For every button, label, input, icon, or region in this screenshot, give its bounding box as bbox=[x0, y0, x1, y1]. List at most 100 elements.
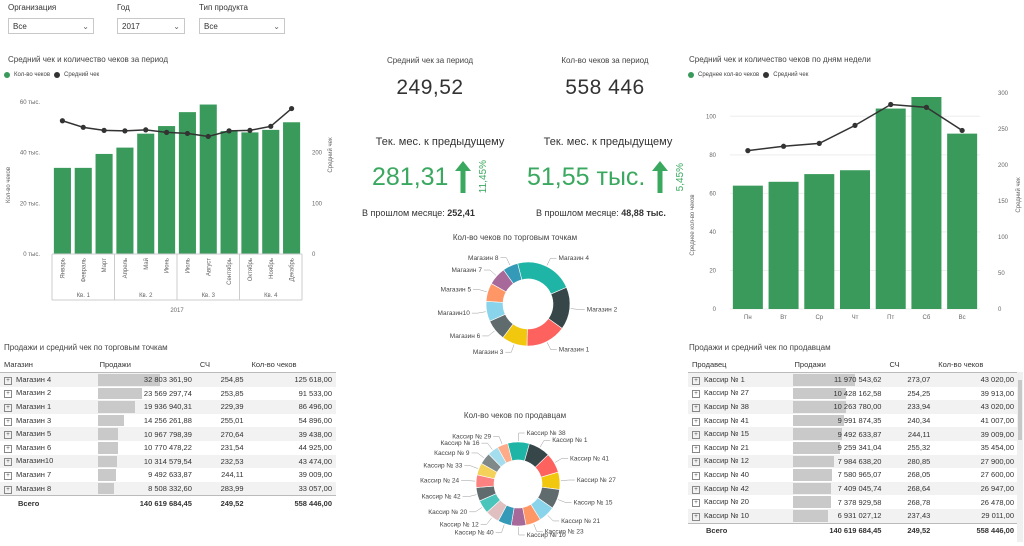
row-name-cell: + Магазин 2 bbox=[0, 387, 96, 401]
kpi-cmp2-prev-label: В прошлом месяце: bbox=[536, 208, 619, 218]
table-row[interactable]: + Кассир № 40 7 580 965,07 268,05 27 600,00 bbox=[688, 468, 1018, 482]
expand-plus-icon[interactable]: + bbox=[692, 390, 700, 399]
table-row[interactable]: + Кассир № 12 7 984 638,20 280,85 27 900,00 bbox=[688, 454, 1018, 469]
sales-value: 8 508 332,60 bbox=[148, 484, 192, 494]
table-row[interactable]: + Кассир № 21 9 259 341,04 255,32 35 454,00 bbox=[688, 441, 1018, 455]
x-tick-month: Май bbox=[143, 258, 150, 270]
slicer-organization-dropdown[interactable]: Все ⌄ bbox=[8, 18, 94, 34]
total-cell: 140 619 684,45 bbox=[790, 522, 886, 538]
expand-plus-icon[interactable]: + bbox=[4, 444, 12, 453]
table-row[interactable]: + Кассир № 20 7 378 929,58 268,78 26 478,00 bbox=[688, 495, 1018, 509]
expand-plus-icon[interactable]: + bbox=[692, 417, 700, 426]
row-name: Магазин 7 bbox=[16, 469, 52, 479]
expand-plus-icon[interactable]: + bbox=[692, 444, 700, 453]
slicer-year: Год 2017 ⌄ bbox=[117, 3, 185, 34]
expand-plus-icon[interactable]: + bbox=[692, 431, 700, 440]
table-row[interactable]: + Магазин10 10 314 579,54 232,53 43 474,00 bbox=[0, 454, 336, 469]
expand-plus-icon[interactable]: + bbox=[4, 390, 12, 399]
donut-label: Кассир № 27 bbox=[577, 477, 616, 484]
kpi-cmp2: 51,55 тыс. 5,45% bbox=[527, 160, 686, 194]
table-row[interactable]: + Магазин 8 8 508 332,60 283,99 33 057,00 bbox=[0, 481, 336, 496]
y-tick-left: 80 bbox=[709, 153, 716, 159]
expand-plus-icon[interactable]: + bbox=[692, 376, 700, 385]
row-name: Магазин 1 bbox=[16, 401, 52, 411]
expand-plus-icon[interactable]: + bbox=[692, 485, 700, 494]
sales-cell: 9 492 633,87 bbox=[790, 427, 886, 441]
expand-plus-icon[interactable]: + bbox=[4, 485, 12, 494]
expand-plus-icon[interactable]: + bbox=[692, 403, 700, 412]
sales-value: 23 569 297,74 bbox=[143, 388, 192, 398]
expand-plus-icon[interactable]: + bbox=[4, 403, 12, 412]
table-row[interactable]: + Кассир № 42 7 409 045,74 268,64 26 947,00 bbox=[688, 481, 1018, 496]
kpi-cmp2-prev-value: 48,88 тыс. bbox=[621, 208, 666, 218]
donut-label: Кассир № 21 bbox=[561, 518, 600, 525]
column-header[interactable]: Кол-во чеков bbox=[247, 356, 336, 373]
y-tick-right: 50 bbox=[998, 271, 1005, 277]
expand-plus-icon[interactable]: + bbox=[4, 376, 12, 385]
donut-leader bbox=[482, 330, 495, 337]
x-tick-quarter: Кв. 3 bbox=[202, 293, 216, 299]
avg-check-cell: 283,99 bbox=[195, 481, 248, 496]
table-row[interactable]: + Кассир № 10 6 931 027,12 237,43 29 011,00 bbox=[688, 508, 1018, 524]
donut-leader bbox=[533, 523, 543, 532]
y-tick-left: 100 bbox=[706, 114, 717, 120]
avg-check-cell: 240,34 bbox=[907, 416, 931, 426]
table-row[interactable]: + Магазин 1 19 936 940,31 229,39 86 496,00 bbox=[0, 400, 336, 414]
expand-plus-icon[interactable]: + bbox=[692, 458, 700, 467]
sales-databar bbox=[97, 401, 136, 413]
table-row[interactable]: + Кассир № 41 9 991 874,35 240,34 41 007,00 bbox=[688, 414, 1018, 428]
sales-value: 7 409 045,74 bbox=[837, 484, 882, 494]
column-header[interactable]: Продавец bbox=[688, 356, 791, 373]
expand-plus-icon[interactable]: + bbox=[692, 512, 700, 521]
expand-plus-icon[interactable]: + bbox=[4, 471, 12, 480]
table-row[interactable]: + Кассир № 27 10 428 162,58 254,25 39 913,00 bbox=[688, 387, 1018, 401]
row-name: Кассир № 41 bbox=[704, 415, 749, 425]
table-row[interactable]: + Магазин 5 10 967 798,39 270,64 39 438,00 bbox=[0, 427, 336, 441]
avg-check-point bbox=[923, 104, 930, 110]
x-tick-weekday: Пн bbox=[744, 315, 752, 321]
avg-check-point bbox=[184, 130, 191, 137]
donut-leader bbox=[473, 289, 487, 293]
row-name-cell: + Магазин 5 bbox=[0, 427, 96, 441]
avg-check-cell: 254,25 bbox=[907, 388, 931, 398]
column-header[interactable]: Кол-во чеков bbox=[934, 356, 1018, 373]
table-row[interactable]: + Кассир № 38 10 263 780,00 233,94 43 020,00 bbox=[688, 400, 1018, 414]
table-row[interactable]: + Магазин 7 9 492 633,87 244,11 39 009,00 bbox=[0, 468, 336, 482]
column-header[interactable]: Продажи bbox=[95, 356, 196, 373]
donut-slice bbox=[497, 442, 513, 464]
check-count-cell: 91 533,00 bbox=[298, 388, 332, 398]
table-row[interactable]: + Кассир № 15 9 492 633,87 244,11 39 009,00 bbox=[688, 427, 1018, 441]
row-name: Кассир № 12 bbox=[704, 456, 749, 466]
table-row[interactable]: + Кассир № 1 11 970 543,62 273,07 43 020,00 bbox=[688, 372, 1018, 387]
scrollbar-thumb[interactable] bbox=[1018, 380, 1022, 440]
avg-check-cell: 229,39 bbox=[195, 400, 248, 414]
table-row[interactable]: + Магазин 4 32 803 361,90 254,85 125 618,00 bbox=[0, 372, 336, 387]
expand-plus-icon[interactable]: + bbox=[692, 471, 700, 480]
sales-databar bbox=[97, 387, 143, 400]
slicer-year-dropdown[interactable]: 2017 ⌄ bbox=[117, 18, 185, 34]
expand-plus-icon[interactable]: + bbox=[4, 431, 12, 440]
bar-weekday bbox=[911, 97, 942, 309]
slicer-product-type-dropdown[interactable]: Все ⌄ bbox=[199, 18, 285, 34]
expand-plus-icon[interactable]: + bbox=[692, 499, 700, 508]
avg-check-cell: 231,54 bbox=[220, 443, 244, 453]
sales-cell: 9 259 341,04 bbox=[791, 441, 886, 455]
y-axis-label-right: Средний чек bbox=[327, 137, 334, 173]
table-row[interactable]: + Магазин 6 10 770 478,22 231,54 44 925,00 bbox=[0, 441, 336, 455]
kpi-cmp1-value: 281,31 bbox=[372, 162, 449, 191]
bar-month bbox=[74, 167, 92, 254]
table-row[interactable]: + Магазин 3 14 256 261,88 255,01 54 896,00 bbox=[0, 414, 336, 428]
column-header[interactable]: СЧ bbox=[195, 356, 248, 373]
table-row[interactable]: + Магазин 2 23 569 297,74 253,85 91 533,00 bbox=[0, 387, 336, 401]
expand-plus-icon[interactable]: + bbox=[4, 417, 12, 426]
expand-plus-icon[interactable]: + bbox=[4, 458, 12, 467]
kpi-cmp1-pct: 11,45% bbox=[478, 160, 490, 194]
sales-databar bbox=[792, 482, 831, 495]
column-header[interactable]: Продажи bbox=[790, 356, 886, 373]
legend-label: Среднее кол-во чеков bbox=[698, 72, 760, 78]
column-header[interactable]: СЧ bbox=[885, 356, 935, 373]
check-count-cell: 33 057,00 bbox=[247, 481, 336, 496]
table-cashiers-scrollbar[interactable] bbox=[1017, 372, 1023, 542]
kpi-cmp1-prev: В прошлом месяце: 252,41 bbox=[362, 208, 475, 218]
column-header[interactable]: Магазин bbox=[0, 356, 96, 373]
